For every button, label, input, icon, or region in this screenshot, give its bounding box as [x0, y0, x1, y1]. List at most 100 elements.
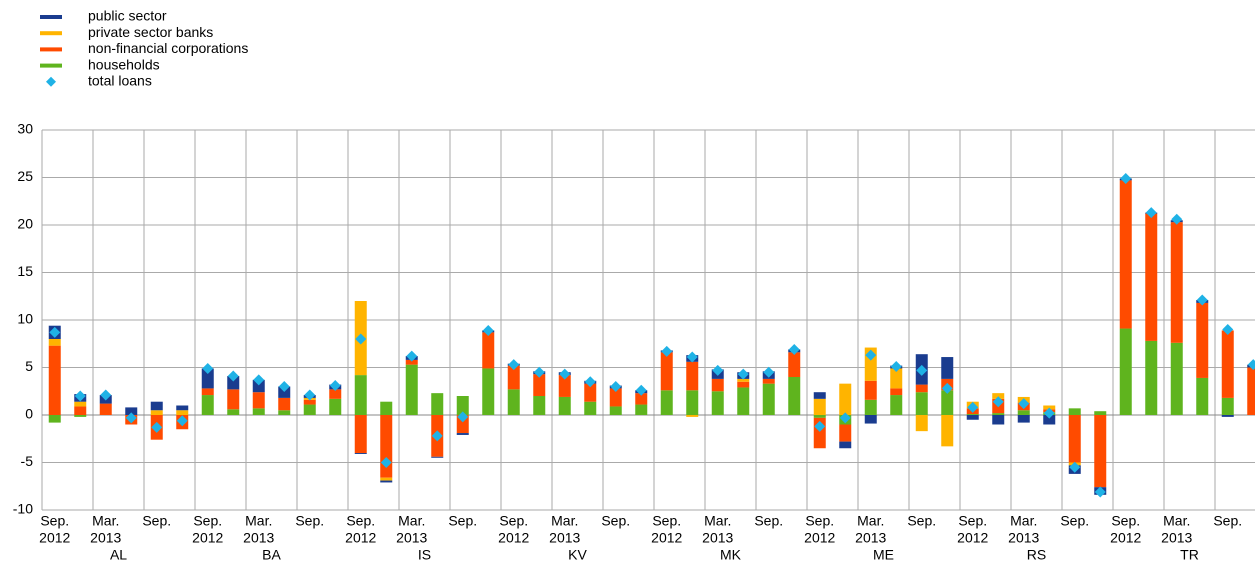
group-label: MK — [720, 547, 742, 563]
x-year-label: 2012 — [804, 530, 835, 546]
total-marker — [151, 421, 163, 433]
total-marker — [1247, 359, 1255, 371]
legend-swatch — [40, 63, 62, 68]
bar-segment — [1196, 302, 1209, 378]
bar-segment — [1221, 415, 1234, 417]
total-marker — [763, 366, 775, 378]
total-marker — [304, 389, 316, 401]
bar-segment — [966, 415, 979, 420]
total-marker — [508, 359, 520, 371]
group-label: AL — [110, 547, 127, 563]
y-tick-label: 20 — [17, 216, 33, 232]
bar-segment — [380, 480, 393, 483]
x-year-label: 2013 — [702, 530, 733, 546]
bar-segment — [864, 415, 877, 424]
total-marker — [49, 326, 61, 338]
total-marker — [967, 401, 979, 413]
x-tick-label: Mar. — [1163, 513, 1190, 529]
bar-segment — [711, 391, 724, 415]
total-marker — [74, 390, 86, 402]
group-label: IS — [418, 547, 431, 563]
x-year-label: 2012 — [39, 530, 70, 546]
bar-segment — [609, 406, 622, 415]
total-marker — [584, 376, 596, 388]
bar-segment — [380, 415, 393, 478]
bar-segment — [737, 387, 750, 415]
x-tick-label: Sep. — [652, 513, 681, 529]
total-marker — [278, 381, 290, 392]
bar-segment — [227, 376, 240, 390]
y-tick-label: -5 — [21, 453, 34, 469]
group-label: RS — [1027, 547, 1046, 563]
bar-segment — [635, 393, 648, 405]
bar-segment — [584, 401, 597, 415]
bar-segment — [941, 415, 954, 447]
bar-segment — [686, 390, 699, 415]
bar-segment — [915, 392, 928, 415]
bar-segment — [303, 404, 316, 415]
bar-segment — [890, 395, 903, 415]
bar-segment — [941, 390, 954, 415]
bar-segment — [839, 424, 852, 442]
bar-segment — [813, 415, 826, 418]
bar-segment — [686, 361, 699, 391]
bar-segment — [737, 381, 750, 388]
bar-segment — [456, 415, 469, 434]
x-tick-label: Sep. — [805, 513, 834, 529]
bar-segment — [1094, 411, 1107, 415]
total-marker — [1171, 213, 1183, 225]
bar-segment — [99, 403, 112, 415]
bar-segment — [660, 390, 673, 415]
total-marker — [406, 350, 418, 362]
total-marker — [1069, 461, 1081, 473]
bar-segment — [533, 374, 546, 396]
bar-segment — [201, 388, 214, 396]
bar-segment — [176, 405, 189, 411]
bar-segment — [354, 375, 367, 415]
legend-label: public sector — [88, 8, 167, 24]
total-marker — [865, 349, 877, 361]
bar-segment — [788, 377, 801, 415]
total-marker — [1094, 486, 1106, 498]
bar-segment — [507, 365, 520, 390]
total-marker — [1196, 294, 1208, 306]
total-marker — [916, 364, 928, 376]
x-year-label: 2013 — [243, 530, 274, 546]
x-tick-label: Sep. — [193, 513, 222, 529]
total-marker — [1145, 207, 1157, 219]
total-marker — [890, 361, 902, 373]
bar-segment — [329, 389, 342, 399]
bar-segment — [405, 359, 418, 365]
bar-segment — [201, 368, 214, 389]
x-tick-label: Mar. — [704, 513, 731, 529]
bar-segment — [1043, 415, 1056, 425]
group-label: TR — [1180, 547, 1199, 563]
legend-swatch — [40, 15, 62, 19]
x-tick-label: Sep. — [907, 513, 936, 529]
group-label: BA — [262, 547, 281, 563]
bar-segment — [584, 383, 597, 402]
bar-segment — [278, 386, 291, 398]
total-marker — [125, 412, 137, 424]
bar-segment — [762, 383, 775, 415]
y-tick-label: -10 — [13, 501, 33, 517]
total-marker — [1043, 407, 1055, 419]
group-label: KV — [568, 547, 587, 563]
bar-segment — [992, 415, 1005, 425]
bar-segment — [176, 410, 189, 415]
total-marker — [457, 411, 469, 423]
total-marker — [559, 368, 571, 380]
x-tick-label: Sep. — [448, 513, 477, 529]
bar-segment — [380, 401, 393, 415]
bar-segment — [1221, 330, 1234, 398]
x-tick-label: Mar. — [1010, 513, 1037, 529]
legend-marker — [46, 76, 56, 87]
x-year-label: 2013 — [396, 530, 427, 546]
y-tick-label: 15 — [17, 263, 33, 279]
legend-label: households — [88, 56, 160, 72]
total-marker — [635, 384, 647, 396]
x-tick-label: Sep. — [958, 513, 987, 529]
bar-segment — [1170, 342, 1183, 415]
bar-segment — [1196, 377, 1209, 415]
bar-segment — [380, 477, 393, 481]
